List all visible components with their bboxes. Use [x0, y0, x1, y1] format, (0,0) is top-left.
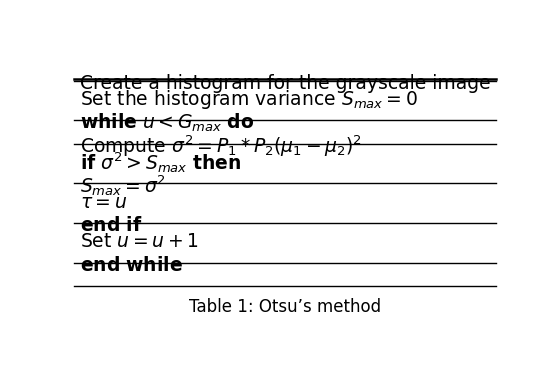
Text: $\mathbf{while}$ $u < G_{max}$ $\mathbf{do}$: $\mathbf{while}$ $u < G_{max}$ $\mathbf{… — [80, 112, 255, 134]
Text: $\mathbf{end\ while}$: $\mathbf{end\ while}$ — [80, 256, 183, 275]
Text: Create a histogram for the grayscale image: Create a histogram for the grayscale ima… — [80, 74, 491, 93]
Text: $\tau = u$: $\tau = u$ — [80, 193, 128, 212]
Text: $\mathbf{end\ if}$: $\mathbf{end\ if}$ — [80, 216, 142, 235]
Text: $S_{max} = \sigma^2$: $S_{max} = \sigma^2$ — [80, 174, 166, 198]
Text: Table 1: Otsu’s method: Table 1: Otsu’s method — [189, 297, 381, 316]
Text: Compute $\sigma^2 = P_1 * P_2(\mu_1 - \mu_2)^2$: Compute $\sigma^2 = P_1 * P_2(\mu_1 - \m… — [80, 134, 362, 159]
Text: Set $u = u + 1$: Set $u = u + 1$ — [80, 232, 199, 251]
Text: $\mathbf{if}$ $\sigma^2 > S_{max}$ $\mathbf{then}$: $\mathbf{if}$ $\sigma^2 > S_{max}$ $\mat… — [80, 150, 241, 175]
Text: Set the histogram variance $S_{max} = 0$: Set the histogram variance $S_{max} = 0$ — [80, 88, 418, 111]
